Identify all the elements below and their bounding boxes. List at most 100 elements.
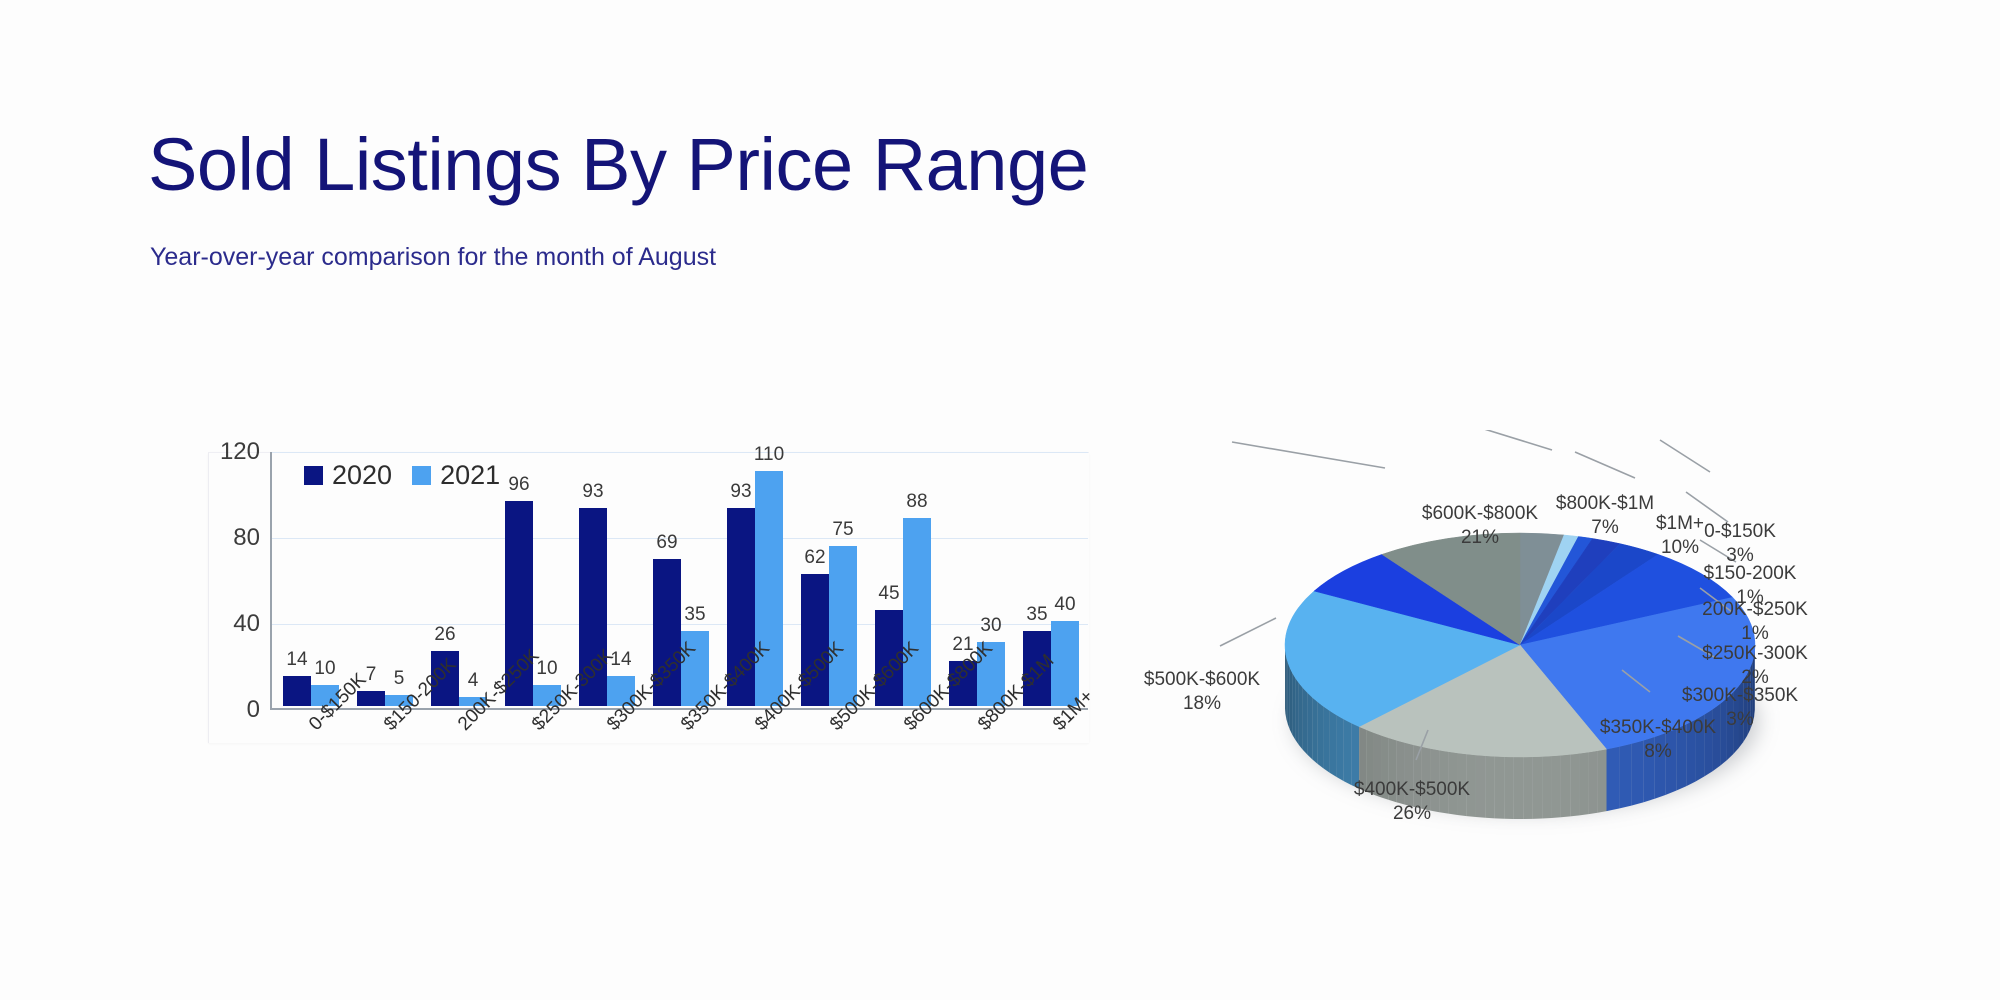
pie-label--500k-600k: $500K-$600K 18% [1144,668,1260,716]
pie-leader-line [1621,669,1651,693]
pie-leader-line [1231,441,1386,469]
pie-slice-side [1750,661,1753,730]
pie-label-name: 0-$150K [1704,521,1776,542]
pie-slice-side [1396,740,1405,805]
pie-leader-line [1484,430,1553,451]
bar-2020[interactable]: 62 [801,547,829,706]
pie-slice-side [1317,702,1324,769]
bar-2020[interactable]: 93 [727,481,755,706]
bar-2020[interactable]: 96 [505,474,533,706]
pie-slice-side [1485,755,1495,819]
pie-slice-side [1373,732,1382,798]
pie-slice-side [1381,735,1389,800]
legend-item-2021[interactable]: 2021 [412,460,500,491]
bar-2021[interactable]: 5 [385,668,413,706]
bar-value-label: 4 [467,670,479,692]
bar-2020[interactable]: 45 [875,583,903,706]
bar-2020[interactable]: 26 [431,624,459,706]
pie-label-name: $800K-$1M [1555,493,1655,514]
pie-slice-side [1654,732,1666,799]
chart-legend: 2020 2021 [304,460,500,491]
bar-value-label: 110 [753,444,785,466]
bar-2021[interactable]: 35 [681,604,709,706]
pie-slice-side [1704,709,1713,777]
pie-slice-side [1676,724,1687,791]
bar-value-label: 10 [536,657,558,679]
pie-slice-side [1754,648,1755,717]
pie-label--400k-500k: $400K-$500K 26% [1354,778,1470,826]
bar-2020[interactable]: 69 [653,532,681,706]
pie-slice-side [1560,754,1571,818]
pie-slice--500k-600k[interactable] [1358,644,1607,758]
legend-item-2020[interactable]: 2020 [304,460,392,491]
bar-2020[interactable]: 7 [357,664,385,706]
pie-slice-side [1513,756,1524,819]
pie-slice-side [1665,728,1677,795]
bar-value-label: 93 [582,480,604,502]
pie-slice-side [1597,749,1607,813]
pie-leader-line [1415,729,1429,761]
bar-group: 62 75 [792,452,866,706]
pie-slice--1m-[interactable] [1381,532,1521,646]
pie-label-percent: 1% [1736,586,1764,608]
y-axis-tick: 40 [233,610,260,637]
bar-2021[interactable]: 75 [829,519,857,706]
bar-2020[interactable]: 21 [949,634,977,706]
pie-slice-side [1457,752,1467,817]
bar-value-label: 45 [878,583,900,604]
bar-value-label: 21 [952,634,974,656]
pie-slice--350k-400k[interactable] [1519,554,1734,646]
pie-slice-side [1466,754,1476,818]
bar-group: 93 110 [718,444,792,706]
pie-slice--800k-1m[interactable] [1313,554,1521,646]
pie-label--350k-400k: $350K-$400K 8% [1600,716,1716,764]
gridline [272,452,1088,453]
pie-slice-side [1747,667,1751,736]
pie-label-percent: 21% [1460,526,1500,548]
pie-label-name: $1M+ [1655,513,1705,534]
pie-slice-side [1752,654,1755,724]
pie-label-name: $400K-$500K [1353,779,1471,800]
y-axis-tick: 120 [219,438,260,465]
bar-2020[interactable]: 14 [283,649,311,706]
pie-slice-side [1302,687,1308,755]
pie-slice-side [1686,719,1696,787]
pie-slice--400k-500k[interactable] [1519,597,1756,750]
bar-2020[interactable]: 93 [579,481,607,706]
bar-2021[interactable]: 14 [607,649,635,706]
pie-slice-side [1289,667,1293,735]
pie-leader-line [1699,587,1733,613]
bar-value-label: 93 [730,480,752,502]
pie-label-name: $250K-300K [1702,643,1808,664]
pie-slice-side [1448,751,1458,815]
pie-slice-side [1298,682,1303,750]
pie-slice--600k-800k[interactable] [1284,590,1521,727]
pie-label--150-200k: $150-200K 1% [1704,562,1797,610]
bar-group: 35 40 [1014,452,1088,706]
bar-2021[interactable]: 4 [459,670,487,706]
bar-2021[interactable]: 88 [903,491,931,706]
pie-slice-side [1359,726,1367,792]
bar-2021[interactable]: 10 [311,658,339,706]
bar-2020[interactable]: 35 [1023,604,1051,706]
page-subtitle: Year-over-year comparison for the month … [150,243,717,271]
pie-slice-side [1712,703,1721,772]
bar-2021[interactable]: 110 [754,444,784,706]
pie-leader-line [1574,451,1636,479]
pie-leader-line [1685,491,1729,523]
pie-label-percent: 3% [1726,708,1754,730]
pie-slice-side [1287,662,1290,730]
bar-2021[interactable]: 40 [1051,594,1079,706]
pie-label-name: 200K-$250K [1702,599,1808,620]
bar-2021[interactable]: 10 [533,658,561,706]
pie-slice-side [1523,756,1533,819]
bar-2021[interactable]: 30 [977,615,1005,706]
bar-value-label: 69 [656,531,678,553]
pie-slice-side [1494,756,1505,819]
pie-label-percent: 2% [1741,666,1769,688]
pie-slice-side [1542,755,1552,819]
bar-value-label: 14 [610,649,632,671]
pie-slice-side [1404,742,1414,807]
pie-slice-side [1366,729,1374,795]
bar-value-label: 26 [434,623,456,645]
